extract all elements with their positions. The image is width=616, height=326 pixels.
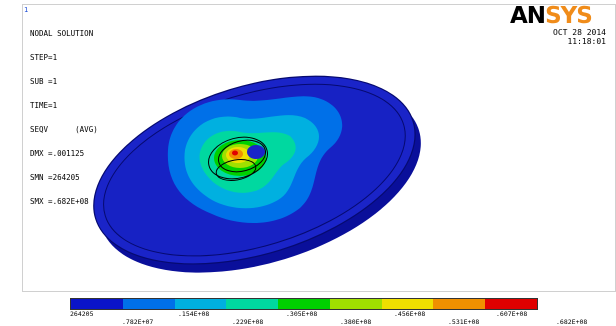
logo-part2: SYS — [545, 3, 593, 29]
window-number: 1 — [24, 6, 29, 14]
info-seqv: SEQV (AVG) — [30, 125, 98, 134]
legend-swatch-5 — [278, 299, 330, 309]
logo-part1: AN — [510, 3, 546, 29]
legend-swatch-8 — [433, 299, 486, 309]
timestamp-time: 11:18:01 — [567, 37, 606, 46]
legend-label-top-2: .154E+08 — [178, 310, 210, 318]
legend-label-bottom-2: .229E+08 — [232, 318, 264, 326]
ansys-logo: ANSYS — [510, 3, 593, 29]
contour-band-max — [232, 150, 238, 156]
info-dmx: DMX =.001125 — [30, 149, 85, 158]
legend-swatch-1 — [71, 299, 123, 309]
legend-label-top-3: .305E+08 — [286, 310, 318, 318]
info-smn: SMN =264205 — [30, 173, 80, 182]
legend-label-top-1: 264205 — [70, 310, 94, 318]
info-step: STEP=1 — [30, 53, 58, 62]
legend-swatch-3 — [174, 299, 227, 309]
legend-label-bottom-1: .782E+07 — [122, 318, 154, 326]
solution-info-panel: NODAL SOLUTION STEP=1 SUB =1 TIME=1 SEQV… — [30, 14, 98, 214]
info-sub: SUB =1 — [30, 77, 58, 86]
legend-swatch-7 — [381, 299, 434, 309]
legend-label-bottom-4: .531E+08 — [448, 318, 480, 326]
legend-swatch-2 — [122, 299, 175, 309]
contour-legend-bar — [70, 298, 538, 310]
info-smx: SMX =.682E+08 — [30, 197, 89, 206]
contact-ring-inner — [217, 139, 267, 173]
contact-ring-outer — [208, 136, 268, 180]
solution-title: NODAL SOLUTION — [30, 29, 94, 38]
legend-label-top-5: .607E+08 — [496, 310, 528, 318]
legend-label-bottom-5: .682E+08 — [556, 318, 588, 326]
contact-hole — [247, 145, 265, 159]
timestamp-date: OCT 28 2014 — [553, 28, 606, 37]
info-time: TIME=1 — [30, 101, 58, 110]
timestamp: OCT 28 2014 11:18:01 — [553, 28, 606, 46]
legend-swatch-6 — [329, 299, 382, 309]
legend-swatch-9 — [485, 299, 538, 309]
legend-swatch-4 — [226, 299, 279, 309]
legend-label-bottom-3: .380E+08 — [340, 318, 372, 326]
legend-label-top-4: .456E+08 — [394, 310, 426, 318]
contact-outlines — [208, 136, 268, 181]
contact-ring-lower — [215, 159, 257, 181]
